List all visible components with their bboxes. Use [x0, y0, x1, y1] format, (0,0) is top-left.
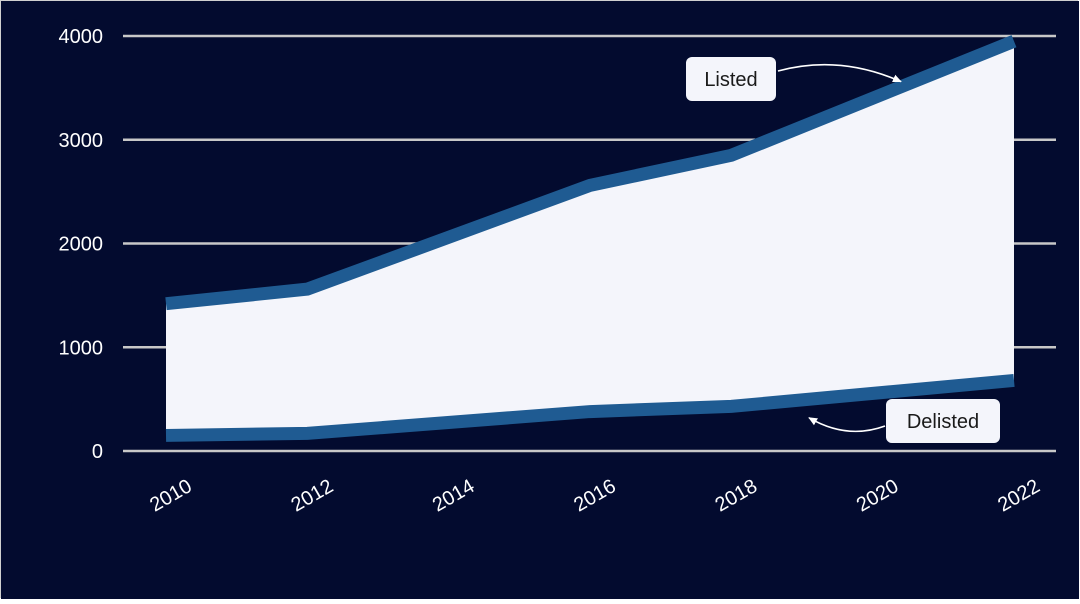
y-tick-label-3000: 3000 — [59, 130, 104, 152]
series-line-listed — [165, 35, 1017, 311]
callout-box-delisted — [886, 399, 1000, 443]
series-line-delisted — [165, 373, 1015, 442]
band-area — [166, 41, 1014, 436]
y-tick-label-1000: 1000 — [59, 337, 104, 359]
band-fill — [166, 41, 1014, 436]
y-tick-label-2000: 2000 — [59, 234, 104, 256]
y-tick-label-0: 0 — [92, 441, 103, 463]
series-lines — [165, 35, 1017, 442]
callout-arrow-listed — [777, 63, 902, 83]
callout-arrow-delisted — [808, 417, 886, 433]
y-tick-label-4000: 4000 — [59, 26, 104, 48]
y-axis-ticks: 0 1000 2000 3000 4000 — [59, 26, 104, 463]
callout-box-listed — [686, 57, 776, 101]
callouts: Listed Delisted — [686, 57, 1000, 443]
callout-label-listed: Listed — [704, 69, 757, 91]
callout-label-delisted: Delisted — [907, 411, 979, 433]
